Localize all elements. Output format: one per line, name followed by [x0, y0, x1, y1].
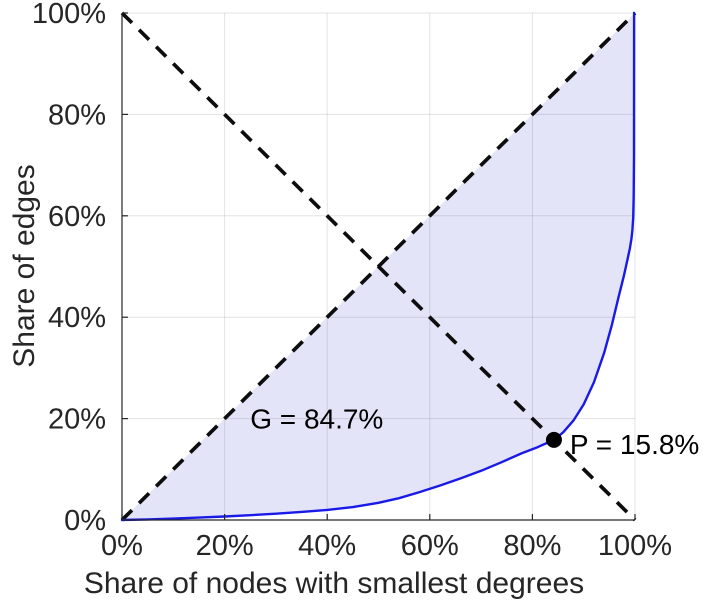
x-axis-tick-labels: 0% 20% 40% 60% 80% 100%	[101, 530, 672, 562]
x-tick-label: 80%	[503, 530, 561, 562]
x-tick-label: 0%	[101, 530, 143, 562]
y-tick-label: 100%	[32, 0, 106, 30]
x-tick-label: 100%	[598, 530, 672, 562]
p-annotation: P = 15.8%	[570, 429, 699, 460]
y-tick-label: 0%	[64, 505, 106, 537]
y-axis-tick-labels: 0% 20% 40% 60% 80% 100%	[32, 0, 106, 537]
y-axis-label: Share of edges	[8, 164, 41, 367]
y-tick-label: 20%	[48, 404, 106, 436]
p-intersection-marker	[545, 431, 562, 448]
y-tick-label: 40%	[48, 302, 106, 334]
gini-annotation: G = 84.7%	[250, 404, 383, 435]
y-tick-label: 60%	[48, 201, 106, 233]
axes	[121, 12, 636, 521]
x-tick-label: 60%	[401, 530, 459, 562]
x-axis-label: Share of nodes with smallest degrees	[84, 567, 584, 600]
lorenz-curve	[120, 11, 636, 522]
x-tick-label: 40%	[298, 530, 356, 562]
y-tick-label: 80%	[48, 99, 106, 131]
x-tick-label: 20%	[196, 530, 254, 562]
